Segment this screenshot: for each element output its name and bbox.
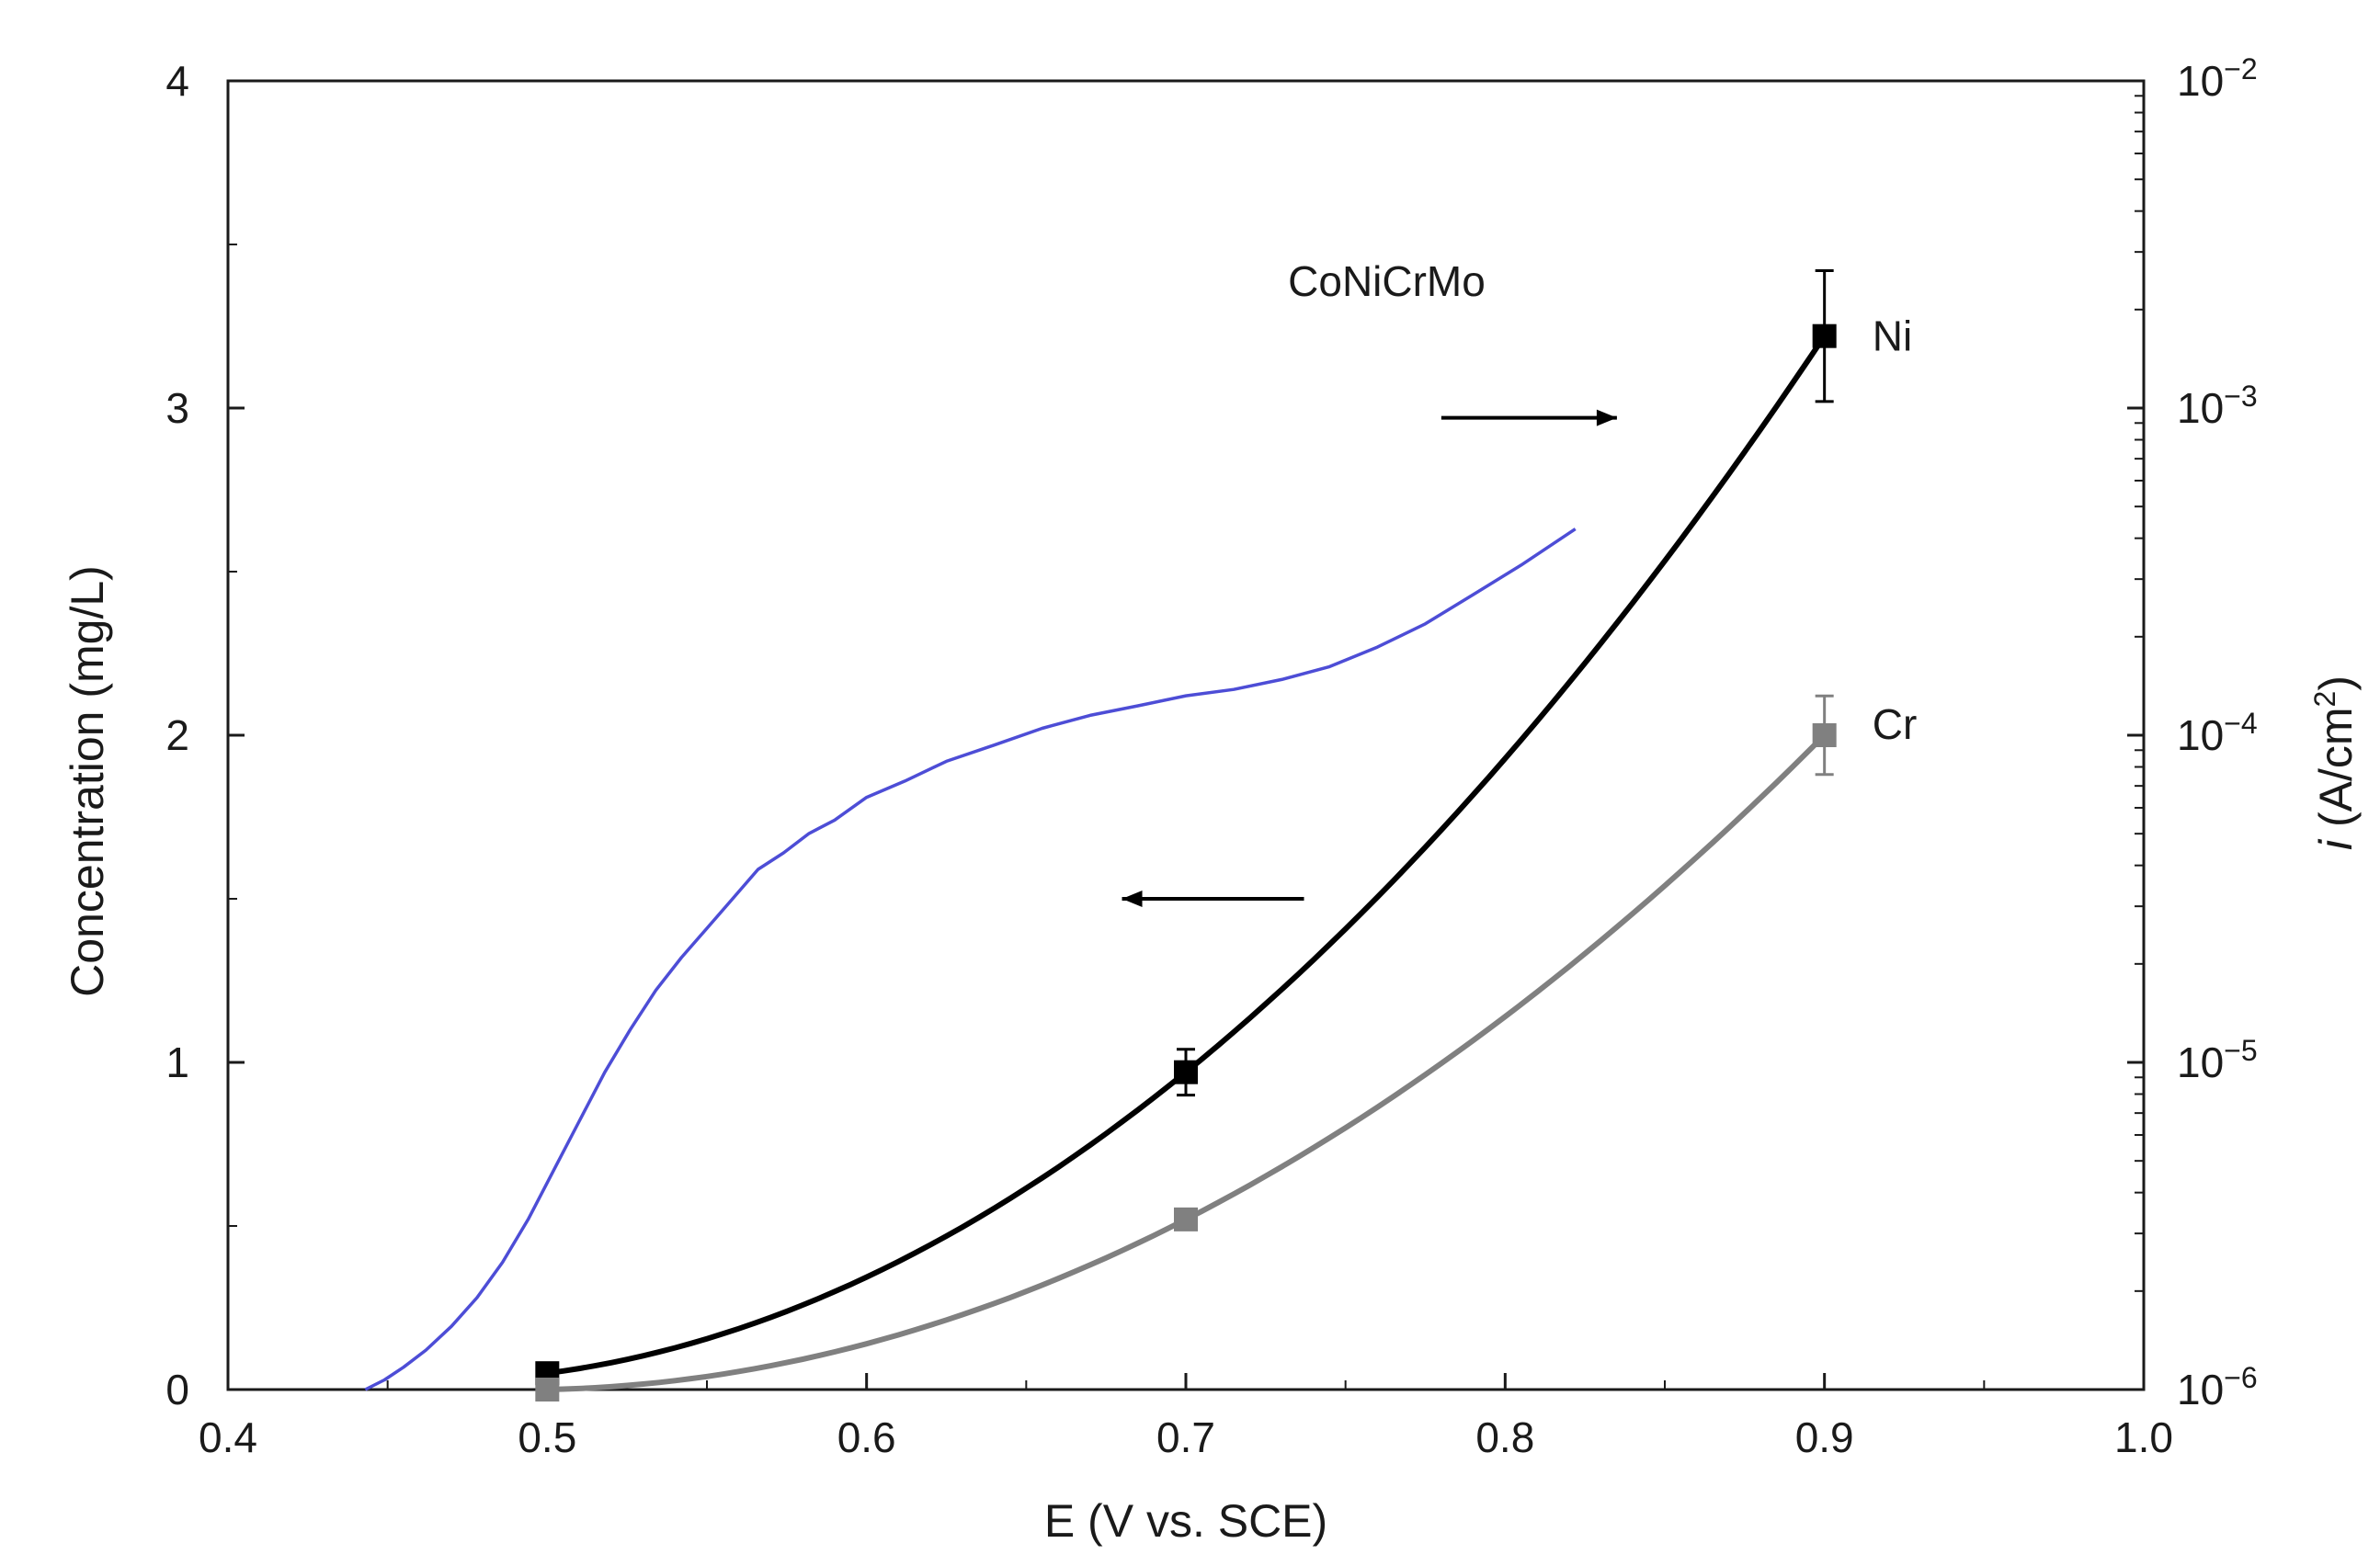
y-right-tick-exponent: −4 xyxy=(2224,707,2257,740)
x-tick-label: 0.6 xyxy=(837,1413,896,1461)
marker-cr xyxy=(1812,723,1837,747)
x-tick-label: 0.7 xyxy=(1156,1413,1215,1461)
series-line-conicrmo xyxy=(364,528,1577,1391)
axis-ticks xyxy=(226,79,2146,1391)
y-right-title-close: ) xyxy=(2310,675,2362,691)
y-right-tick-label: 10−3 xyxy=(2177,380,2258,432)
y-left-axis-title: Concentration (mg/L) xyxy=(62,565,113,997)
y-left-tick-label: 2 xyxy=(165,711,189,759)
y-left-tick-label: 3 xyxy=(165,384,189,432)
y-right-tick-base: 10 xyxy=(2177,711,2224,759)
x-tick-label: 0.9 xyxy=(1795,1413,1854,1461)
marker-ni xyxy=(1812,323,1837,348)
y-right-tick-label: 10−2 xyxy=(2177,52,2258,105)
plot-frame xyxy=(226,79,2146,1391)
x-axis-title: E (V vs. SCE) xyxy=(1044,1495,1327,1547)
y-right-tick-exponent: −3 xyxy=(2224,380,2257,413)
y-left-tick-label: 0 xyxy=(165,1366,189,1413)
y-right-tick-exponent: −2 xyxy=(2224,52,2257,85)
y-right-tick-base: 10 xyxy=(2177,384,2224,432)
series-layer xyxy=(364,268,1837,1401)
y-left-tick-label: 4 xyxy=(165,57,189,105)
cr-label: Cr xyxy=(1873,700,1918,748)
arrow-head xyxy=(1122,891,1143,907)
marker-cr xyxy=(1174,1207,1198,1231)
y-right-tick-base: 10 xyxy=(2177,1366,2224,1413)
arrow-to-left-axis xyxy=(1122,891,1304,907)
conicrmo-label: CoNiCrMo xyxy=(1288,257,1486,305)
y-right-tick-base: 10 xyxy=(2177,57,2224,105)
x-tick-label: 1.0 xyxy=(2114,1413,2173,1461)
ni-label: Ni xyxy=(1873,312,1912,360)
x-tick-label: 0.4 xyxy=(199,1413,257,1461)
arrow-to-right-axis xyxy=(1441,409,1617,426)
y-right-tick-label: 10−5 xyxy=(2177,1034,2258,1086)
y-right-tick-base: 10 xyxy=(2177,1038,2224,1086)
y-right-axis-title: i (A/cm2) xyxy=(2308,675,2362,850)
marker-ni xyxy=(1174,1060,1198,1084)
y-right-title-sup: 2 xyxy=(2308,691,2341,708)
y-right-tick-exponent: −6 xyxy=(2224,1361,2257,1394)
x-tick-label: 0.5 xyxy=(518,1413,576,1461)
y-right-tick-exponent: −5 xyxy=(2224,1034,2257,1067)
y-right-title-text: (A/cm xyxy=(2310,707,2362,839)
arrow-head xyxy=(1596,409,1617,426)
y-right-tick-label: 10−6 xyxy=(2177,1361,2258,1413)
y-right-tick-label: 10−4 xyxy=(2177,707,2258,759)
x-tick-label: 0.8 xyxy=(1475,1413,1534,1461)
y-left-tick-label: 1 xyxy=(165,1038,189,1086)
marker-cr xyxy=(535,1378,560,1401)
tick-labels: 0.4 0.5 0.6 0.7 0.8 0.9 1.00123410−610−510−410… xyxy=(165,52,2257,1461)
y-right-title-italic: i xyxy=(2310,838,2362,850)
